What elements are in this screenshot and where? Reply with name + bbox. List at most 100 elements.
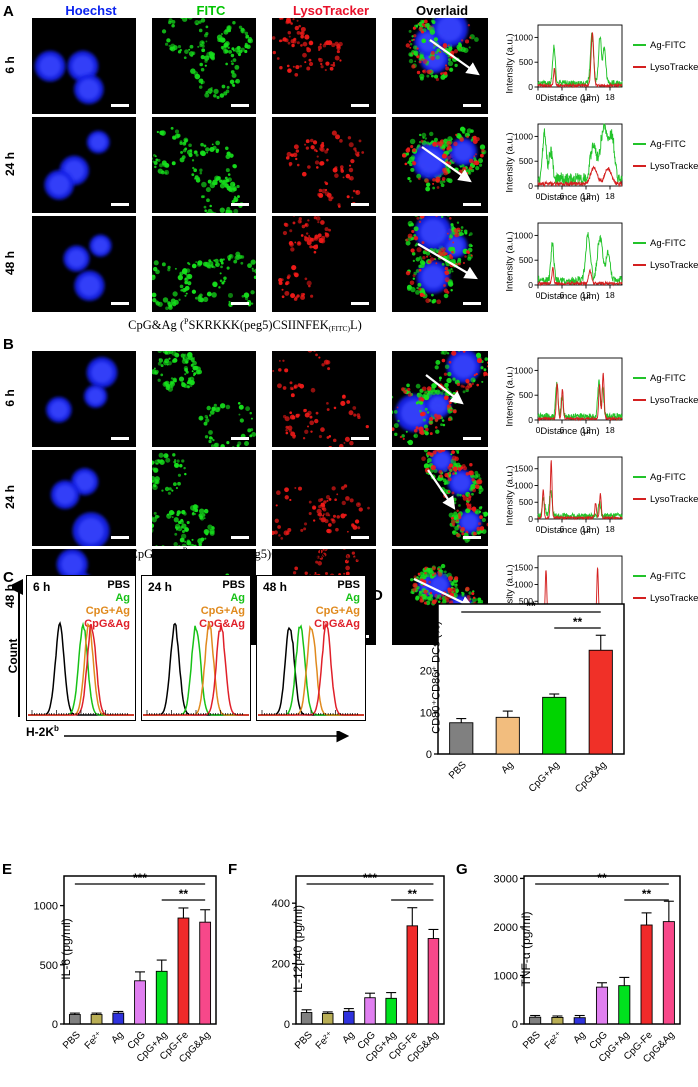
micrograph-a-48h-lysotracker [272, 216, 376, 312]
svg-text:1500: 1500 [514, 563, 533, 573]
svg-text:500: 500 [519, 156, 533, 166]
column-header-fitc: FITC [152, 3, 270, 18]
micrograph-b-24h-fitc [152, 450, 256, 546]
micrograph-b-6h-lysotracker [272, 351, 376, 447]
micrograph-b-24h-hoechst [32, 450, 136, 546]
scale-bar [111, 302, 129, 305]
svg-text:***: *** [363, 871, 377, 885]
micrograph-a-6h-overlaid [392, 18, 488, 114]
svg-text:1000: 1000 [514, 365, 533, 375]
legend-item-lysotracker: LysoTracker [633, 494, 698, 505]
profile-ylabel: Intensity (a.u.) [505, 456, 516, 536]
scale-bar [231, 104, 249, 107]
profile-legend: Ag-FITC LysoTracker [633, 139, 698, 183]
svg-text:1000: 1000 [514, 230, 533, 240]
micrograph-a-24h-fitc [152, 117, 256, 213]
legend-item-lysotracker: LysoTracker [633, 593, 698, 604]
column-header-lysotracker: LysoTracker [272, 3, 390, 18]
scale-bar [231, 437, 249, 440]
row-label-48h: 48 h [3, 243, 17, 283]
svg-text:3000: 3000 [494, 873, 518, 885]
chart-g-ylabel: TNF-α (pg/ml) [519, 889, 533, 1009]
micrograph-b-6h-hoechst [32, 351, 136, 447]
scale-bar [111, 104, 129, 107]
svg-text:**: ** [408, 887, 418, 901]
micrograph-a-24h-overlaid [392, 117, 488, 213]
column-header-hoechst: Hoechst [32, 3, 150, 18]
chart-d-ylabel: CD80⁺CD86⁺ DCs (%) [430, 618, 443, 738]
svg-text:0: 0 [528, 415, 533, 425]
micrograph-a-48h-overlaid [392, 216, 488, 312]
profile-xlabel: Distance (μm) [510, 525, 630, 536]
count-axis-arrow [12, 579, 26, 724]
svg-text:1000: 1000 [514, 32, 533, 42]
panel-a-caption: CpG&Ag (PSKRKKK(peg5)CSIINFEK(FITC)L) [0, 317, 490, 333]
svg-text:500: 500 [40, 960, 58, 972]
profile-xlabel: Distance (μm) [510, 426, 630, 437]
legend-item-ag-fitc: Ag-FITC [633, 40, 698, 51]
micrograph-a-48h-fitc [152, 216, 256, 312]
legend-item-ag-fitc: Ag-FITC [633, 238, 698, 249]
legend-item-ag-fitc: Ag-FITC [633, 571, 698, 582]
micrograph-a-24h-hoechst [32, 117, 136, 213]
svg-text:0: 0 [528, 181, 533, 191]
row-label-6h: 6 h [3, 378, 17, 418]
svg-text:**: ** [573, 615, 583, 629]
profile-ylabel: Intensity (a.u.) [505, 357, 516, 437]
svg-text:0: 0 [284, 1019, 290, 1030]
micrograph-b-6h-overlaid [392, 351, 488, 447]
scale-bar [111, 203, 129, 206]
micrograph-a-6h-fitc [152, 18, 256, 114]
micrograph-b-24h-overlaid [392, 450, 488, 546]
svg-text:400: 400 [272, 898, 290, 910]
scale-bar [351, 104, 369, 107]
profile-xlabel: Distance (μm) [510, 192, 630, 203]
svg-text:**: ** [526, 599, 536, 613]
profile-legend: Ag-FITC LysoTracker [633, 238, 698, 282]
svg-text:***: *** [133, 871, 147, 885]
scale-bar [351, 203, 369, 206]
svg-text:200: 200 [272, 959, 290, 971]
svg-text:0: 0 [528, 280, 533, 290]
scale-bar [351, 437, 369, 440]
legend-item-ag-fitc: Ag-FITC [633, 139, 698, 150]
legend-item-lysotracker: LysoTracker [633, 62, 698, 73]
profile-xlabel: Distance (μm) [510, 291, 630, 302]
svg-text:2000: 2000 [494, 922, 518, 934]
scale-bar [351, 536, 369, 539]
svg-text:500: 500 [519, 497, 533, 507]
svg-text:0: 0 [512, 1019, 518, 1030]
svg-text:1000: 1000 [34, 901, 58, 913]
profile-ylabel: Intensity (a.u.) [505, 222, 516, 302]
svg-text:1000: 1000 [514, 131, 533, 141]
micrograph-a-24h-lysotracker [272, 117, 376, 213]
h2kb-axis-arrow [64, 730, 356, 748]
svg-text:**: ** [179, 887, 189, 901]
micrograph-b-6h-fitc [152, 351, 256, 447]
micrograph-b-24h-lysotracker [272, 450, 376, 546]
svg-text:500: 500 [519, 57, 533, 67]
scale-bar [231, 203, 249, 206]
row-label-24h: 24 h [3, 477, 17, 517]
micrograph-a-6h-hoechst [32, 18, 136, 114]
legend-item-lysotracker: LysoTracker [633, 161, 698, 172]
profile-xlabel: Distance (μm) [510, 93, 630, 104]
micrograph-a-6h-lysotracker [272, 18, 376, 114]
profile-legend: Ag-FITC LysoTracker [633, 571, 698, 615]
svg-text:0: 0 [528, 82, 533, 92]
profile-ylabel: Intensity (a.u.) [505, 24, 516, 104]
panel-c-xlabel: H-2Kb [26, 724, 59, 739]
legend-item-lysotracker: LysoTracker [633, 395, 698, 406]
scale-bar [231, 302, 249, 305]
micrograph-a-48h-hoechst [32, 216, 136, 312]
svg-text:500: 500 [519, 255, 533, 265]
svg-text:1000: 1000 [494, 970, 518, 982]
svg-text:500: 500 [519, 390, 533, 400]
svg-text:0: 0 [528, 514, 533, 524]
legend-item-lysotracker: LysoTracker [633, 260, 698, 271]
